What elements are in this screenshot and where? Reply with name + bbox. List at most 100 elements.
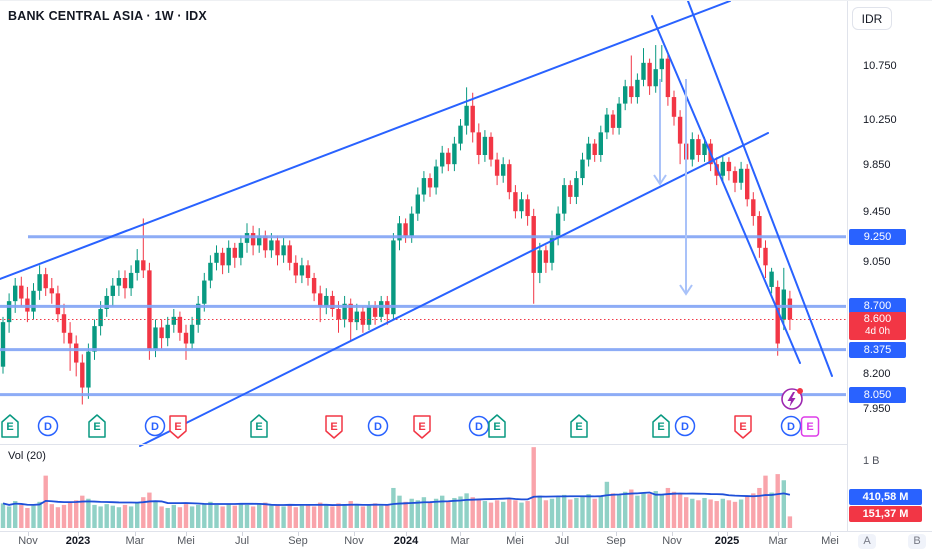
volume-bar [293,507,298,528]
candle [391,240,396,315]
volume-bar [726,500,732,528]
earnings-up-marker[interactable]: E [488,414,506,438]
time-axis[interactable]: Nov 2023 Mar Mei Jul Sep Nov 2024 Mar Mei Jul Sep No… [0,531,932,550]
volume-bar [623,491,628,528]
earnings-up-marker[interactable]: E [250,414,268,438]
currency-button[interactable]: IDR [852,7,892,30]
volume-bar [336,503,341,528]
svg-text:E: E [657,421,664,433]
volume-bar [13,501,18,528]
footer-button-b[interactable]: B [908,534,926,549]
volume-bar [86,498,91,528]
candle [427,178,433,188]
svg-text:E: E [806,421,813,433]
volume-bar [647,494,652,528]
volume-bar [299,505,305,528]
pane-separator[interactable] [0,444,932,445]
volume-bar [421,497,427,528]
down-arrow[interactable] [653,79,667,186]
ascending-channel-lower[interactable] [139,132,769,447]
volume-bar [763,475,768,528]
symbol-title[interactable]: BANK CENTRAL ASIA · 1W · IDX [8,9,207,23]
candle [208,262,213,281]
candle [501,164,506,176]
candle [104,295,109,309]
volume-bar [562,494,567,528]
price-axis[interactable]: IDR 10.750 10.250 9.850 9.450 9.050 8.200 7.95… [847,1,932,550]
svg-text:D: D [151,421,159,433]
time-axis-month-label: Jul [554,535,570,547]
candle [232,247,237,258]
svg-text:D: D [681,421,689,433]
time-axis-tick [28,532,29,536]
volume-bar [348,501,353,528]
candle [287,245,292,263]
candle [525,199,530,217]
candle [214,252,219,263]
earnings-down-marker[interactable]: E [325,415,343,439]
earnings-down-marker[interactable]: E [734,415,752,439]
candle [177,316,183,333]
volume-bar [488,502,494,528]
candle [555,213,561,238]
level-price-badge[interactable]: 8.700 [849,298,906,315]
level-price-badge[interactable]: 9.250 [849,228,906,245]
ascending-channel-upper[interactable] [0,1,731,280]
earnings-up-marker[interactable]: E [570,414,588,438]
descending-channel-left[interactable] [651,15,801,364]
candle [763,247,768,266]
volume-bar [757,487,762,528]
volume-bar [104,504,109,528]
earnings-flag-marker[interactable]: E [800,416,820,437]
candle [653,69,658,87]
dividend-marker[interactable]: D [367,415,389,437]
volume-bar [519,502,524,528]
candle [141,260,146,271]
level-price-badge[interactable]: 8.050 [849,386,906,403]
volume-bar [31,505,36,528]
volume-bar [37,501,42,528]
descending-channel-right[interactable] [687,1,833,377]
down-arrow[interactable] [679,79,693,296]
candle [433,166,439,188]
volume-bar [470,497,475,528]
volume-bar [330,506,335,528]
time-axis-year-label: 2024 [393,535,419,547]
volume-bar [610,493,616,528]
earnings-down-marker[interactable]: E [413,415,431,439]
candle [507,164,512,193]
volume-bar [214,504,219,528]
dividend-marker[interactable]: D [780,415,802,437]
earnings-up-marker[interactable]: E [652,414,670,438]
volume-bar [177,507,183,528]
svg-text:E: E [93,421,100,433]
volume-bar [342,505,347,528]
earnings-down-marker[interactable]: E [169,415,187,439]
footer-button-a[interactable]: A [858,534,876,549]
candle [379,301,384,317]
candle [409,213,414,236]
candle [781,289,786,320]
price-tick-label: 10.250 [863,114,897,127]
candle [787,298,793,320]
candle [769,271,774,287]
earnings-up-marker[interactable]: E [88,414,106,438]
candle [80,362,85,388]
time-axis-month-label: Mar [450,535,470,547]
flash-icon[interactable] [781,388,803,410]
candle [659,58,664,70]
earnings-up-marker[interactable]: E [1,414,19,438]
level-price-badge[interactable]: 8.375 [849,341,906,358]
candle [562,185,567,214]
volume-indicator-label[interactable]: Vol (20) [8,450,46,462]
dividend-marker[interactable]: D [468,415,490,437]
dividend-marker[interactable]: D [144,415,166,437]
candle [574,178,579,197]
candle [67,332,73,344]
candle [257,235,262,246]
dividend-marker[interactable]: D [37,415,59,437]
candle [372,306,378,317]
dividend-marker[interactable]: D [674,415,696,437]
volume-bar [665,487,671,528]
